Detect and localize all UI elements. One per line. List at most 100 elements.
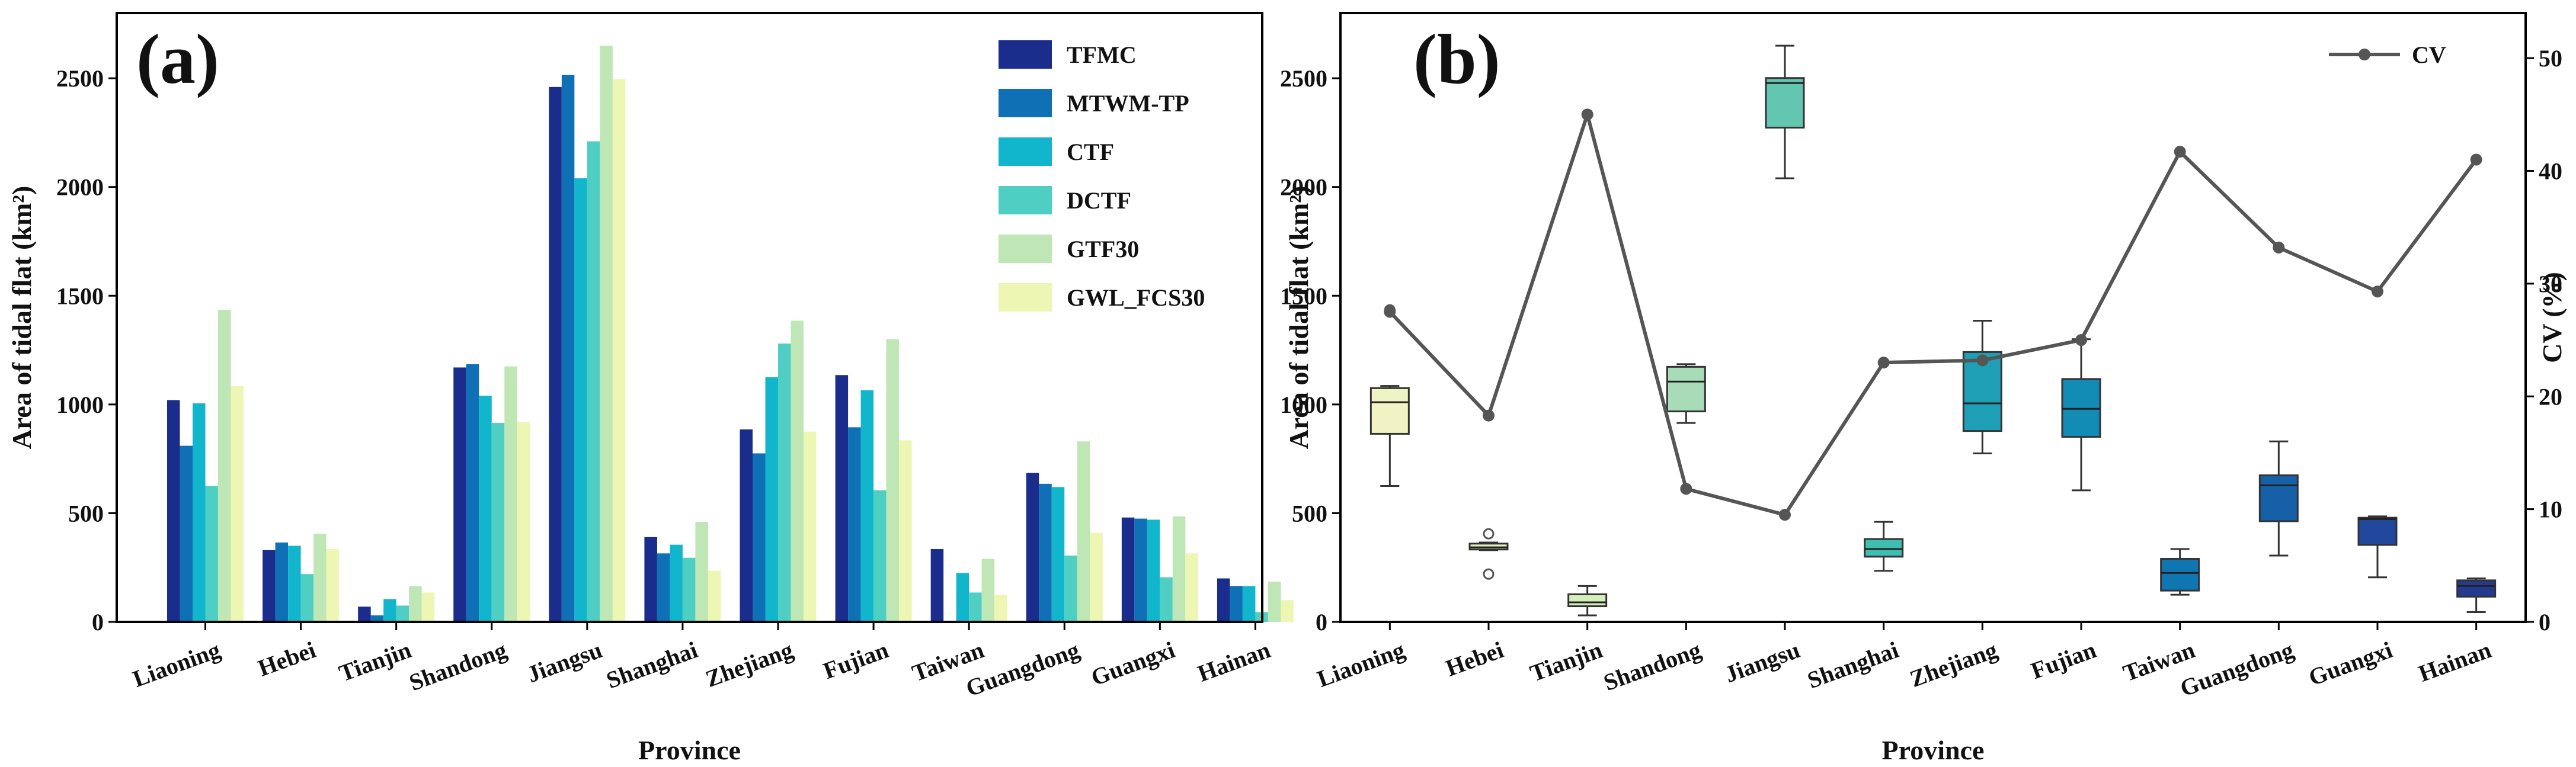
- bar-hebei-gwl-fcs30: [326, 549, 340, 622]
- box-flier-1-0: [1483, 568, 1495, 580]
- bar-hainan-mtwm-tp: [1230, 586, 1243, 622]
- cv-point-shandong: [1680, 483, 1692, 495]
- bar-jiangsu-gwl-fcs30: [612, 79, 626, 622]
- bar-hebei-mtwm-tp: [275, 542, 289, 622]
- panel-b-boxes: [1369, 44, 2497, 617]
- bar-guangdong-dctf: [1064, 556, 1077, 622]
- bar-zhejiang-ctf: [765, 377, 778, 622]
- a-category-label-5: Shanghai: [603, 636, 701, 694]
- bar-fujian-gtf30: [886, 339, 900, 622]
- bar-guangxi-gtf30: [1172, 516, 1186, 622]
- panel-b-cv-line: [1384, 108, 2482, 521]
- bar-hainan-tfmc: [1217, 578, 1230, 622]
- box-fujian: [2061, 338, 2101, 492]
- bar-hainan-ctf: [1242, 586, 1256, 622]
- box-shanghai: [1864, 521, 1904, 572]
- panel-b-box-line-chart: (b) Area of tidal flat (km²) CV (%) Prov…: [1280, 12, 2567, 765]
- b-category-label-4: Jiangsu: [1721, 636, 1803, 688]
- box-body-4: [1765, 77, 1805, 129]
- cv-point-tianjin: [1581, 108, 1593, 121]
- bar-zhejiang-gtf30: [791, 320, 804, 622]
- panel-b-frame: [1339, 12, 2527, 623]
- a-y-tick-label-4: 2000: [56, 174, 104, 201]
- bar-jiangsu-mtwm-tp: [561, 75, 575, 622]
- box-flier-1-1: [1483, 528, 1495, 540]
- b-category-label-1: Hebei: [1442, 636, 1507, 681]
- box-zhejiang: [1962, 320, 2002, 454]
- bar-guangdong-gtf30: [1077, 441, 1090, 622]
- bar-tianjin-dctf: [396, 605, 409, 622]
- a-y-tick-label-5: 2500: [56, 65, 104, 92]
- b-category-label-2: Tianjin: [1527, 636, 1606, 686]
- a-category-label-6: Zhejiang: [702, 636, 797, 692]
- bar-hebei-ctf: [288, 545, 301, 622]
- box-body-0: [1369, 387, 1410, 435]
- bar-shandong-dctf: [491, 423, 505, 622]
- bar-guangxi-tfmc: [1121, 517, 1135, 622]
- box-hainan: [2456, 577, 2497, 613]
- panel-b-x-axis-title: Province: [1882, 735, 1985, 765]
- b-y-tick-label-0: 0: [1316, 609, 1327, 636]
- bar-hainan-gtf30: [1268, 582, 1281, 622]
- bar-fujian-dctf: [873, 490, 887, 622]
- bar-tianjin-ctf: [383, 599, 396, 622]
- panel-a-bars: [167, 46, 1294, 622]
- a-legend-swatch-5: [999, 283, 1052, 312]
- bar-jiangsu-dctf: [587, 141, 600, 622]
- cv-point-hebei: [1483, 409, 1495, 422]
- a-category-label-3: Shandong: [406, 636, 510, 696]
- bar-hebei-gtf30: [313, 534, 327, 622]
- cv-point-taiwan: [2174, 146, 2186, 158]
- bar-guangxi-mtwm-tp: [1134, 518, 1147, 622]
- bar-jiangsu-gtf30: [600, 46, 613, 622]
- panel-b-legend: CV: [2329, 41, 2446, 68]
- a-legend-swatch-0: [999, 40, 1052, 69]
- bar-guangxi-ctf: [1147, 519, 1160, 622]
- bar-shanghai-gtf30: [695, 522, 708, 622]
- bar-shanghai-gwl-fcs30: [708, 570, 721, 622]
- box-liaoning: [1369, 304, 1410, 487]
- a-category-label-1: Hebei: [254, 636, 319, 681]
- panel-a-y-axis-title: Area of tidal flat (km²): [7, 186, 37, 450]
- cv-point-zhejiang: [1976, 354, 1989, 367]
- a-legend-swatch-4: [999, 235, 1052, 263]
- bar-guangdong-ctf: [1051, 487, 1065, 622]
- a-legend-swatch-3: [999, 186, 1052, 214]
- b-category-label-6: Zhejiang: [1906, 636, 2001, 692]
- a-y-tick-label-1: 500: [68, 500, 104, 527]
- a-legend-label-5: GWL_FCS30: [1067, 284, 1205, 311]
- b-y-tick-label-2: 1000: [1280, 391, 1327, 418]
- cv-point-fujian: [2075, 334, 2087, 346]
- a-y-tick-label-0: 0: [92, 609, 104, 636]
- bar-hebei-dctf: [300, 574, 314, 622]
- box-jiangsu: [1765, 44, 1805, 179]
- box-guangdong: [2258, 440, 2299, 557]
- box-body-11: [2456, 579, 2497, 598]
- box-body-3: [1666, 365, 1706, 413]
- a-category-label-11: Hainan: [1194, 636, 1273, 687]
- a-legend-swatch-1: [999, 89, 1052, 117]
- bar-tianjin-gwl-fcs30: [421, 592, 435, 622]
- cv-point-guangxi: [2372, 285, 2383, 298]
- bar-liaoning-ctf: [193, 403, 206, 622]
- a-legend-label-0: TFMC: [1067, 41, 1137, 68]
- b-category-label-5: Shanghai: [1804, 636, 1902, 694]
- bar-zhejiang-dctf: [778, 344, 791, 622]
- bar-liaoning-mtwm-tp: [180, 445, 193, 622]
- panel-a-bar-chart: (a) Area of tidal flat (km²) Province 0 5…: [7, 12, 1294, 765]
- bar-fujian-mtwm-tp: [848, 427, 861, 622]
- bar-shandong-mtwm-tp: [466, 364, 479, 622]
- a-legend-label-1: MTWM-TP: [1067, 90, 1189, 117]
- b-y2-tick-label-0: 0: [2539, 609, 2551, 636]
- bar-fujian-tfmc: [835, 375, 849, 622]
- a-y-tick-label-2: 1000: [56, 391, 104, 418]
- b-category-label-10: Guangxi: [2305, 636, 2396, 691]
- bar-guangxi-dctf: [1160, 577, 1173, 622]
- b-category-label-9: Guangdong: [2177, 636, 2297, 702]
- a-category-label-4: Jiangsu: [523, 636, 606, 688]
- b-y2-tick-label-5: 50: [2539, 45, 2562, 72]
- box-body-5: [1864, 538, 1904, 558]
